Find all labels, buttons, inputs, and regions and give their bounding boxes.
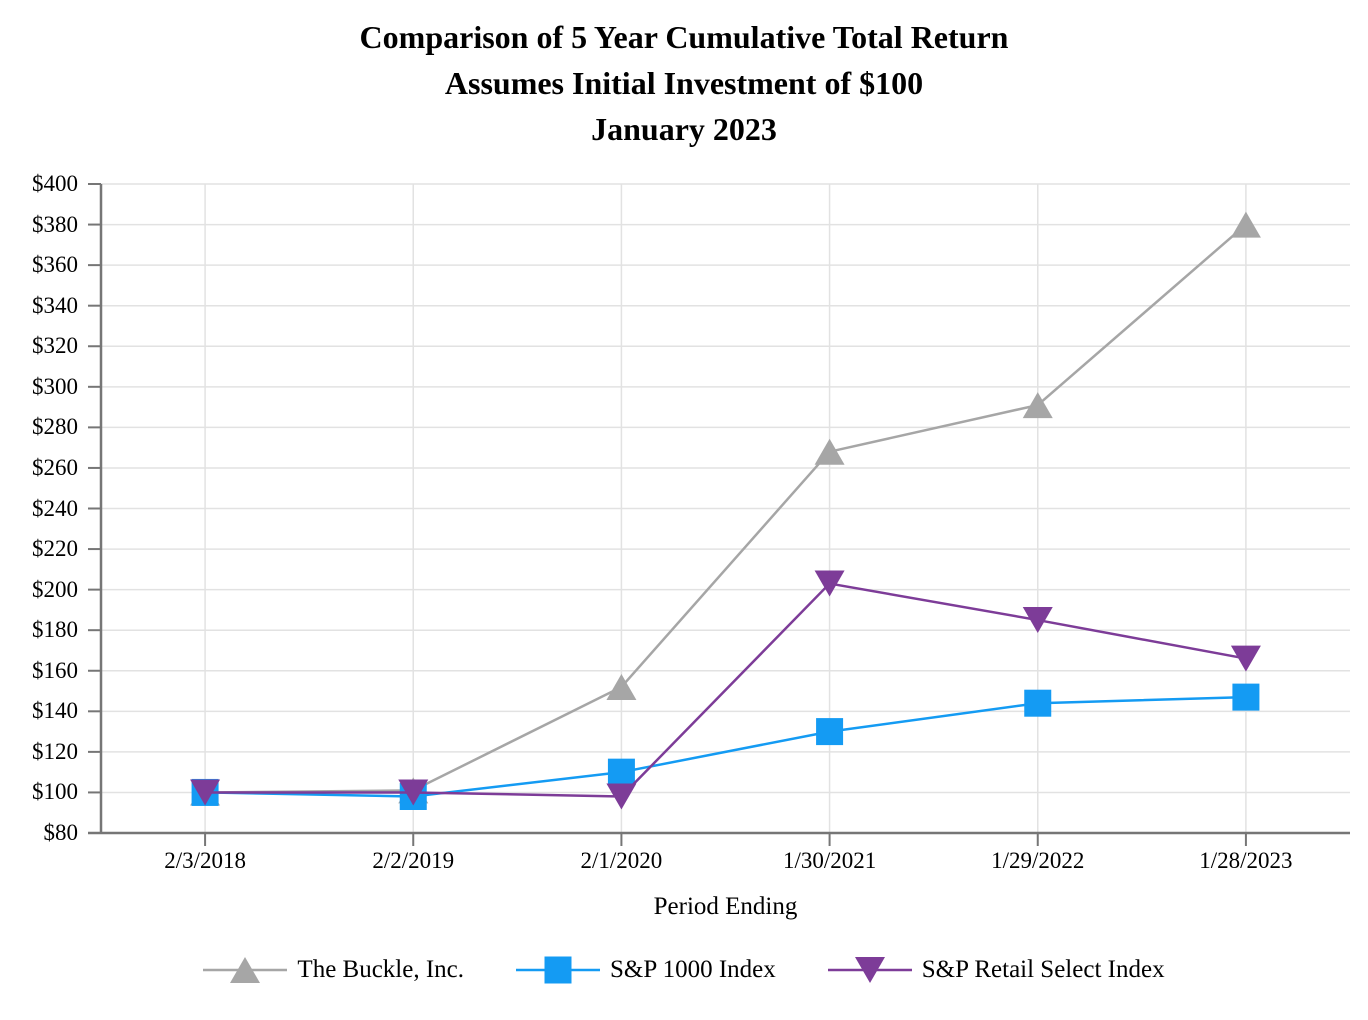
series-line-2 [205, 582, 1247, 798]
legend-item-label: S&P 1000 Index [610, 956, 776, 983]
legend-item-0: The Buckle, Inc. [203, 952, 464, 988]
x-tick-label: 1/29/2022 [991, 848, 1085, 873]
legend-item-2: S&P Retail Select Index [827, 952, 1165, 988]
x-tick-label: 2/1/2020 [580, 848, 663, 873]
y-tick-label: $140 [32, 698, 78, 724]
data-point-marker [1230, 211, 1261, 238]
x-tick-label: 2/3/2018 [164, 848, 246, 873]
data-point-marker [1024, 689, 1052, 717]
y-tick-label: $200 [32, 576, 78, 602]
square-legend-icon [516, 956, 601, 984]
triangle-up-icon [230, 957, 261, 983]
y-tick-label: $300 [32, 373, 78, 399]
data-point-marker [398, 779, 429, 806]
square-icon [544, 956, 572, 984]
legend: The Buckle, Inc. S&P 1000 Index S&P Retail… [0, 952, 1368, 988]
legend-item-label: The Buckle, Inc. [297, 956, 465, 983]
series-line-1 [205, 695, 1246, 798]
y-tick-label: $280 [32, 414, 78, 440]
y-tick-label: $400 [32, 171, 78, 196]
data-point-marker [1022, 607, 1053, 634]
data-point-marker [1232, 683, 1260, 711]
data-point-marker [816, 718, 844, 746]
triangle-up-legend-icon [203, 957, 288, 983]
data-point-marker [606, 673, 637, 700]
data-point-marker [190, 779, 221, 806]
y-tick-label: $320 [32, 333, 78, 359]
data-point-marker [607, 758, 635, 786]
series-line-0 [205, 223, 1247, 794]
y-tick-label: $180 [32, 617, 78, 643]
y-tick-label: $240 [32, 495, 78, 521]
y-tick-label: $360 [32, 252, 78, 278]
triangle-down-legend-icon [827, 957, 912, 983]
y-tick-label: $380 [32, 211, 78, 237]
data-point-marker [814, 438, 845, 465]
y-tick-label: $220 [32, 536, 78, 562]
y-tick-label: $260 [32, 454, 78, 480]
y-tick-label: $80 [43, 820, 79, 845]
y-tick-label: $120 [32, 738, 78, 764]
y-tick-label: $340 [32, 292, 78, 318]
triangle-down-icon [854, 957, 885, 983]
x-tick-label: 1/30/2021 [782, 848, 877, 873]
data-point-marker [1230, 645, 1261, 672]
y-tick-label: $100 [32, 779, 78, 805]
chart-title: Comparison of 5 Year Cumulative Total Re… [0, 14, 1368, 152]
x-axis-title: Period Ending [653, 893, 798, 920]
y-tick-label: $160 [32, 657, 78, 683]
data-point-marker [1022, 392, 1053, 419]
chart-title-line3: January 2023 [591, 111, 777, 147]
chart-title-line2: Assumes Initial Investment of $100 [444, 65, 924, 101]
x-tick-label: 2/2/2019 [372, 848, 455, 873]
x-tick-label: 1/28/2023 [1199, 848, 1293, 873]
data-point-marker [814, 570, 845, 597]
legend-item-1: S&P 1000 Index [516, 952, 776, 988]
legend-item-label: S&P Retail Select Index [921, 956, 1165, 983]
data-point-marker [606, 783, 637, 810]
chart-title-line1: Comparison of 5 Year Cumulative Total Re… [359, 19, 1009, 55]
